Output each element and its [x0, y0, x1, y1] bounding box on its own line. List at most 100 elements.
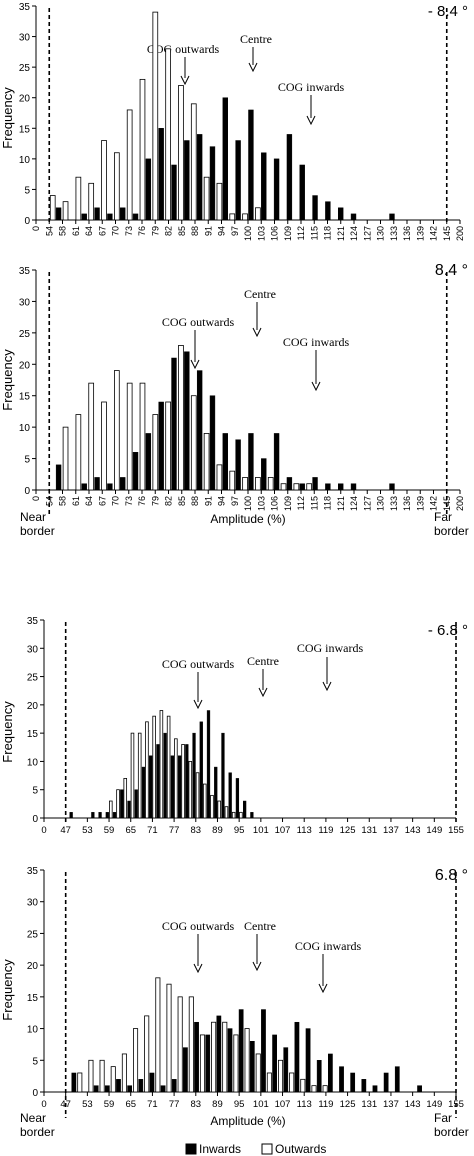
x-tick-label: 88 [190, 226, 200, 236]
x-tick-label: 58 [58, 496, 68, 506]
bar-inwards [158, 401, 164, 491]
annotation-arrowhead [252, 327, 262, 338]
x-tick-label: 107 [275, 825, 291, 836]
panel-2-near-border: Near border [20, 510, 55, 538]
bar-outwards [165, 401, 171, 491]
bar-outwards [166, 983, 172, 1093]
x-tick-label: 79 [150, 226, 160, 236]
x-tick-label: 106 [270, 496, 280, 511]
bar-inwards [350, 1072, 356, 1093]
bar-inwards [325, 483, 331, 491]
x-tick-label: 77 [169, 825, 180, 836]
x-tick-label: 70 [111, 496, 121, 506]
bar-inwards [132, 452, 139, 491]
panel-2-far-border: Far border [434, 510, 469, 538]
y-tick-label: 25 [19, 63, 31, 74]
x-tick-label: 130 [376, 496, 386, 511]
bar-inwards [228, 772, 232, 819]
y-tick-label: 0 [32, 1088, 38, 1099]
bar-inwards [171, 1079, 177, 1093]
panel-1-ylabel: Frequency [0, 87, 15, 149]
bar-outwards [311, 1085, 317, 1093]
panel-1-annot-centre: Centre [240, 32, 272, 46]
x-tick-label: 91 [203, 496, 213, 506]
bar-inwards [238, 1009, 244, 1093]
bar-inwards [127, 800, 131, 819]
bar-outwards [306, 483, 313, 491]
bar-outwards [139, 78, 146, 221]
annotation-arrowhead [322, 681, 332, 692]
bar-inwards [93, 1085, 99, 1093]
x-tick-label: 112 [296, 496, 306, 510]
bar-outwards [99, 1059, 105, 1093]
x-tick-label: 121 [336, 226, 346, 241]
bar-inwards [389, 213, 395, 221]
bar-inwards [372, 1085, 378, 1093]
bar-inwards [81, 213, 87, 221]
bar-inwards [98, 812, 102, 819]
panel-3-annot-centre: Centre [247, 654, 279, 668]
x-tick-label: 54 [44, 226, 54, 236]
bar-inwards [145, 158, 152, 221]
bar-outwards [216, 182, 223, 221]
bar-inwards [138, 1079, 144, 1093]
bar-outwards [242, 213, 248, 221]
bar-outwards [203, 176, 210, 221]
bar-inwards [199, 721, 203, 819]
bar-inwards [248, 433, 254, 491]
bar-outwards [181, 744, 185, 819]
bar-inwards [286, 134, 293, 221]
bar-inwards [305, 1028, 311, 1093]
x-tick-label: 130 [376, 226, 386, 241]
bar-outwards [126, 109, 133, 221]
bar-outwards [203, 433, 210, 491]
bar-outwards [159, 710, 164, 819]
x-tick-label: 200 [455, 496, 465, 511]
bar-inwards [272, 1034, 277, 1093]
bar-inwards [214, 766, 218, 819]
bar-outwards [255, 477, 261, 491]
bar-inwards [286, 477, 293, 491]
legend: Inwards Outwards [185, 1142, 326, 1156]
bar-outwards [121, 1053, 127, 1093]
bar-outwards [239, 811, 243, 819]
x-tick-label: 113 [297, 1099, 312, 1110]
bar-inwards [69, 812, 73, 819]
bar-outwards [75, 176, 82, 221]
bar-inwards [249, 1041, 255, 1093]
bar-outwards [280, 483, 287, 491]
bar-outwards [202, 783, 207, 819]
y-tick-label: 35 [27, 866, 39, 877]
bar-inwards [132, 213, 139, 221]
x-tick-label: 125 [340, 1099, 356, 1110]
x-tick-label: 59 [104, 1099, 115, 1110]
bar-inwards [134, 789, 138, 819]
bar-inwards [107, 213, 113, 221]
y-tick-label: 15 [27, 729, 39, 740]
bar-inwards [338, 483, 344, 491]
panel-4-near-border: Near border [20, 1111, 55, 1139]
y-tick-label: 35 [27, 616, 39, 627]
bar-inwards [141, 766, 146, 819]
bar-outwards [152, 715, 156, 819]
annotation-arrowhead [193, 699, 203, 710]
bar-inwards [273, 158, 280, 221]
panel-4-annot-cog-inwards: COG inwards [295, 939, 362, 953]
x-tick-label: 143 [405, 825, 421, 836]
x-tick-label: 107 [275, 1099, 291, 1110]
y-tick-label: 30 [19, 33, 31, 44]
x-tick-label: 79 [150, 496, 160, 506]
y-tick-label: 20 [19, 360, 31, 371]
y-tick-label: 35 [19, 266, 31, 277]
bar-inwards [171, 164, 177, 221]
annotation-arrowhead [306, 115, 316, 126]
x-tick-label: 119 [318, 1099, 333, 1110]
bar-inwards [184, 351, 190, 491]
y-tick-label: 10 [27, 757, 39, 768]
bar-outwards [229, 213, 236, 221]
y-tick-label: 10 [27, 1025, 39, 1036]
panel-2-annot-centre: Centre [244, 287, 276, 301]
x-tick-label: 70 [111, 226, 121, 236]
bar-inwards [325, 201, 331, 221]
y-tick-label: 5 [24, 455, 30, 466]
